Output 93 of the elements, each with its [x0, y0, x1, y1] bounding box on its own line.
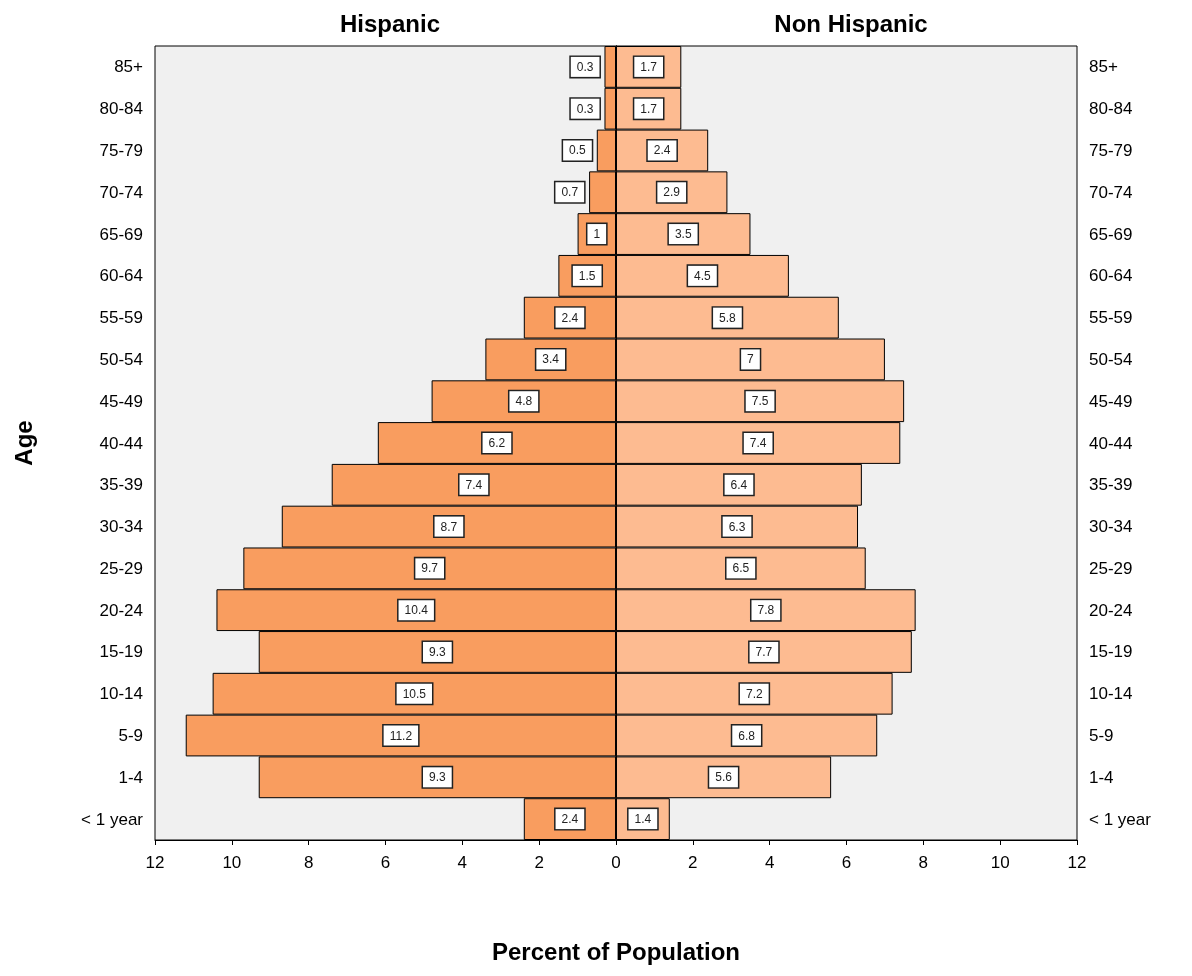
data-label: 1	[593, 227, 601, 242]
y-tick-label: 20-24	[99, 600, 143, 620]
y-tick-label: 60-64	[99, 266, 143, 286]
data-label: 1.7	[640, 101, 658, 116]
y-tick-label: 50-54	[99, 349, 143, 369]
data-label: 10.4	[404, 603, 429, 618]
data-label: 7.7	[755, 644, 773, 659]
data-label: 2.4	[561, 310, 579, 325]
y-tick-label: 60-64	[1089, 266, 1133, 286]
y-tick-label: 40-44	[1089, 433, 1133, 453]
data-label: 3.4	[542, 352, 560, 367]
data-label: 9.3	[429, 770, 447, 785]
y-tick-label: 85+	[1089, 57, 1118, 77]
y-tick-label: 55-59	[99, 308, 143, 328]
x-tick-label: 6	[380, 853, 391, 872]
y-tick-label: 1-4	[118, 767, 143, 787]
y-tick-label: < 1 year	[1089, 809, 1152, 829]
y-tick-label: 70-74	[1089, 182, 1133, 202]
data-label: 0.3	[576, 101, 594, 116]
data-label: 10.5	[402, 686, 427, 701]
chart-title: Non Hispanic	[774, 9, 928, 37]
y-tick-label: 25-29	[99, 558, 143, 578]
y-tick-label: 70-74	[99, 182, 143, 202]
x-tick-label: 10	[222, 853, 242, 872]
x-tick-label: 12	[145, 853, 165, 872]
data-label: 4.8	[515, 394, 533, 409]
data-label: 8.7	[440, 519, 458, 534]
data-label: 7.2	[745, 686, 763, 701]
x-axis-title: Percent of Population	[491, 938, 741, 966]
x-tick-label: 0	[611, 853, 621, 872]
y-tick-label: 5-9	[1089, 726, 1114, 746]
x-tick-label: 12	[1067, 853, 1087, 872]
data-label: 1.5	[578, 268, 596, 283]
x-tick-label: 4	[764, 853, 775, 872]
data-label: 1.4	[634, 812, 652, 827]
data-label: 7.4	[749, 436, 767, 450]
y-tick-label: 75-79	[99, 140, 143, 160]
data-label: 5.8	[719, 310, 737, 325]
x-tick-label: 6	[841, 853, 852, 872]
data-label: 2.4	[561, 812, 579, 827]
data-label: 6.8	[738, 728, 756, 743]
data-label: 5.6	[715, 770, 733, 785]
y-tick-label: 5-9	[118, 726, 143, 746]
y-tick-label: 35-39	[1089, 475, 1133, 495]
y-tick-label: 40-44	[99, 433, 143, 453]
data-label: 9.7	[421, 561, 439, 576]
x-tick-label: 8	[303, 853, 314, 872]
data-label: 0.5	[569, 143, 587, 158]
y-tick-label: 15-19	[1089, 642, 1133, 662]
y-tick-label: 65-69	[1089, 224, 1133, 244]
x-tick-label: 2	[688, 853, 698, 872]
data-label: 7.5	[751, 394, 769, 409]
x-tick-label: 2	[534, 853, 544, 872]
data-label: 2.9	[663, 185, 681, 200]
data-label: 0.3	[576, 59, 594, 74]
chart-title: Hispanic	[339, 9, 441, 37]
y-tick-label: 30-34	[99, 517, 143, 537]
y-tick-label: 20-24	[1089, 600, 1133, 620]
y-tick-label: 35-39	[99, 475, 143, 495]
data-label: 9.3	[429, 644, 447, 659]
data-label: 6.4	[730, 477, 748, 492]
data-label: 11.2	[389, 728, 413, 743]
y-tick-label: 65-69	[99, 224, 143, 244]
data-label: 7	[747, 352, 755, 367]
y-tick-label: 80-84	[1089, 99, 1133, 119]
data-label: 0.7	[561, 185, 579, 200]
x-tick-label: 4	[457, 853, 468, 872]
y-tick-label: 1-4	[1089, 767, 1114, 787]
data-label: 4.5	[694, 268, 712, 283]
data-label: 7.8	[757, 603, 775, 618]
x-tick-label: 8	[918, 853, 929, 872]
data-label: 7.4	[465, 477, 483, 492]
y-tick-label: 30-34	[1089, 517, 1133, 537]
data-label: 6.2	[488, 436, 506, 450]
y-tick-label: 15-19	[99, 642, 143, 662]
y-tick-label: 45-49	[99, 391, 143, 411]
x-tick-label: 10	[990, 853, 1010, 872]
y-tick-label: 50-54	[1089, 349, 1133, 369]
y-tick-label: 80-84	[99, 99, 143, 119]
data-label: 1.7	[640, 59, 658, 74]
data-label: 3.5	[674, 227, 692, 242]
data-label: 2.4	[653, 143, 671, 158]
y-tick-label: 55-59	[1089, 308, 1133, 328]
data-label: 6.5	[732, 561, 750, 576]
y-tick-label: 25-29	[1089, 558, 1133, 578]
y-tick-label: 10-14	[1089, 684, 1133, 704]
y-tick-label: 45-49	[1089, 391, 1133, 411]
y-tick-label: < 1 year	[81, 809, 144, 829]
y-tick-label: 85+	[114, 57, 144, 77]
data-label: 6.3	[728, 519, 746, 534]
y-tick-label: 10-14	[99, 684, 143, 704]
y-tick-label: 75-79	[1089, 140, 1133, 160]
y-axis-title: Age	[9, 420, 37, 466]
